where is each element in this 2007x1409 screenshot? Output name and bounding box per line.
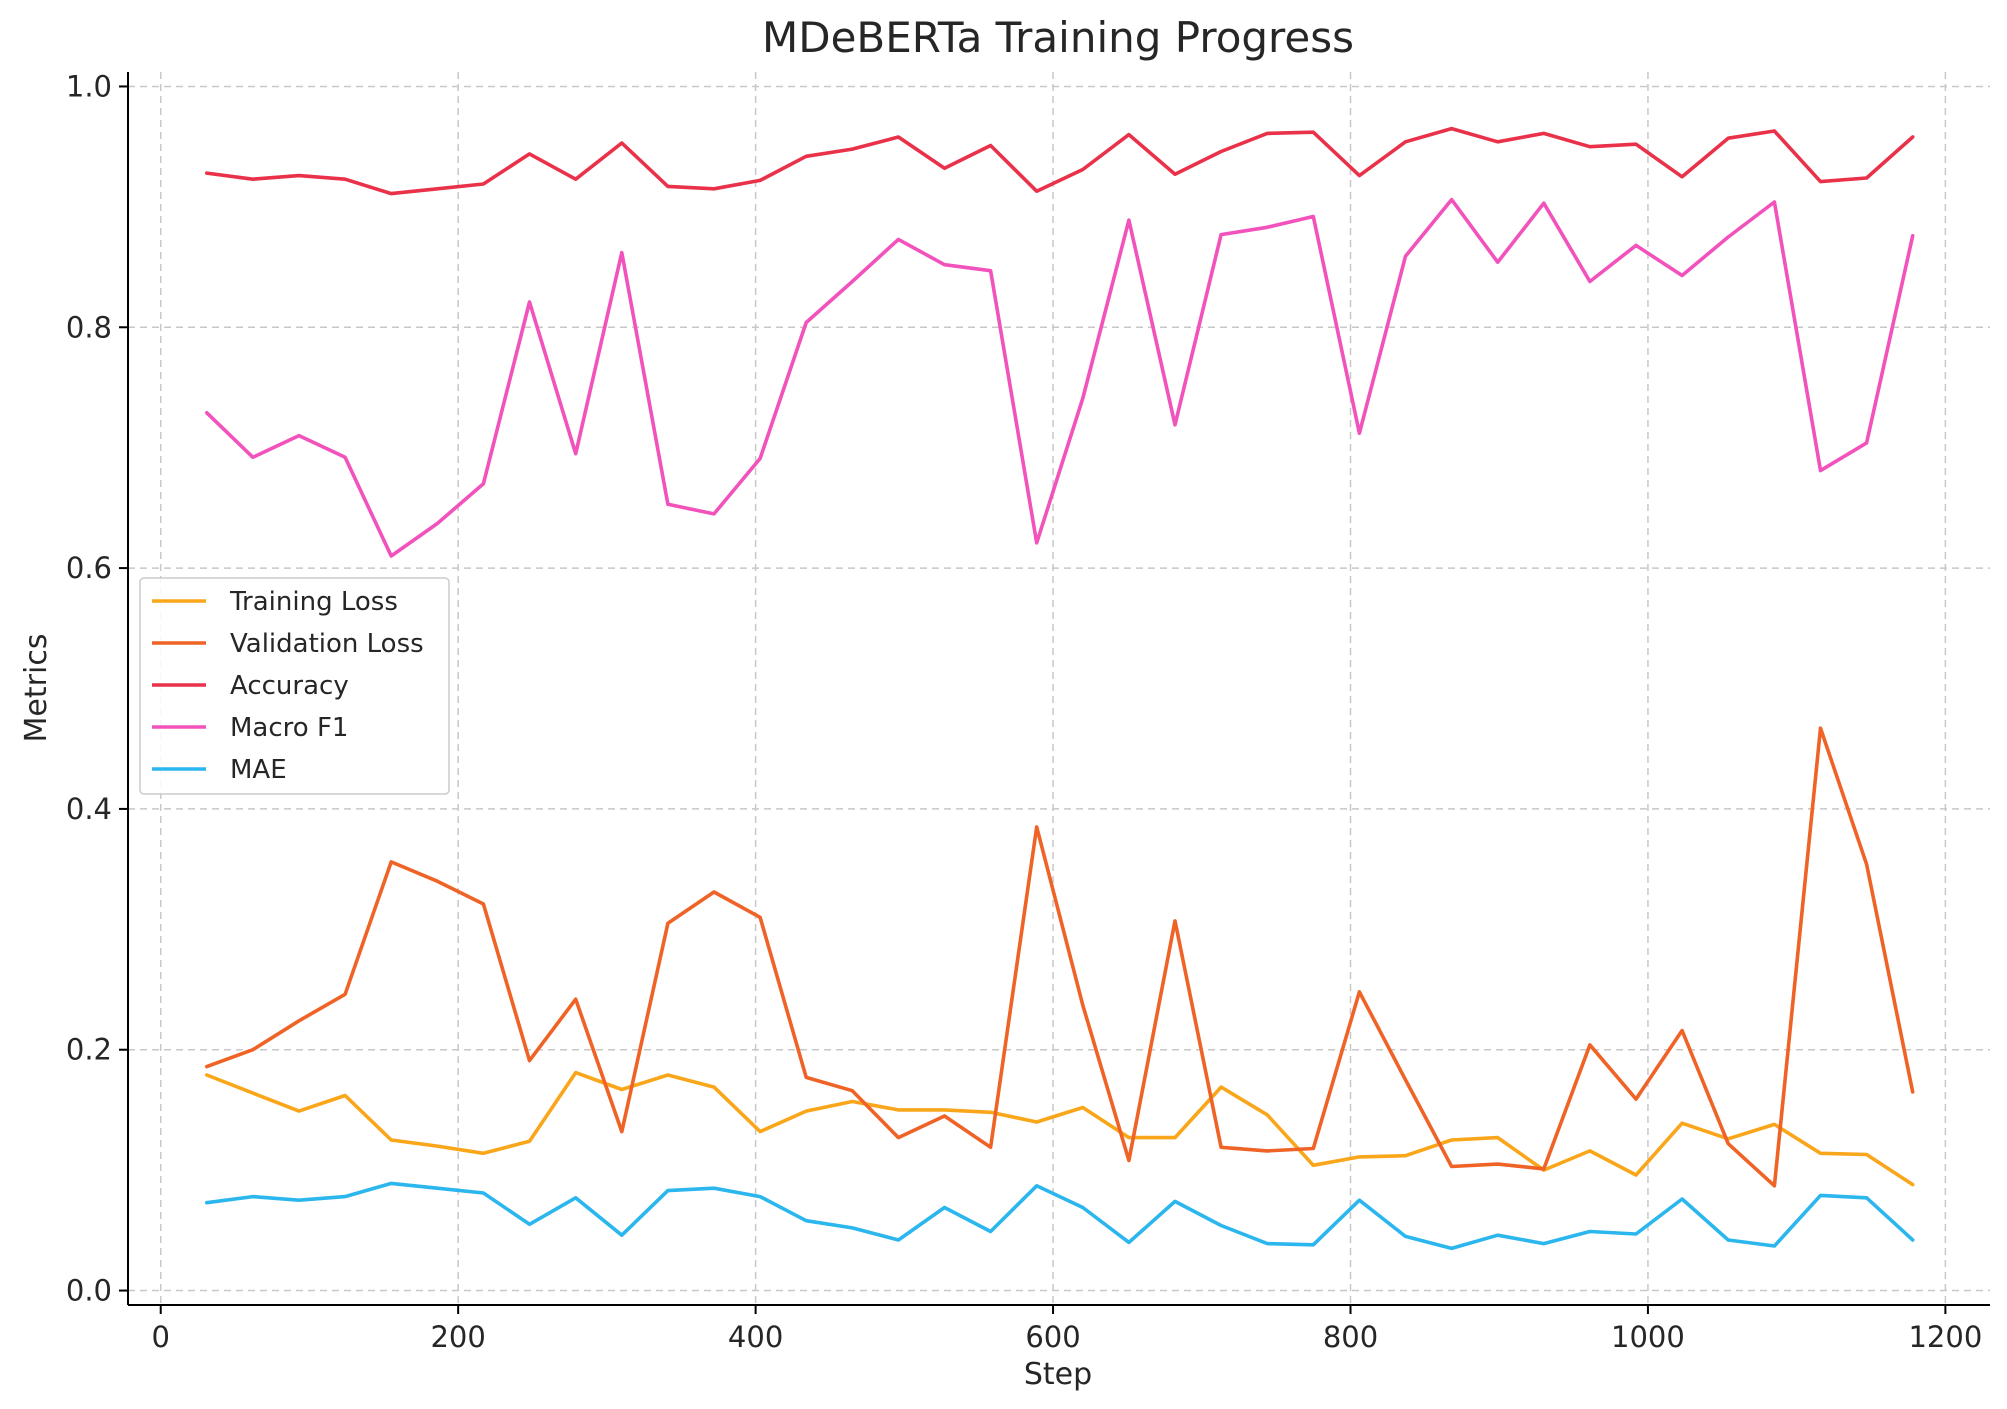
legend-label-macro-f1: Macro F1 [230,713,348,743]
x-tick-label: 600 [1025,1320,1080,1354]
legend-label-training-loss: Training Loss [229,587,398,617]
x-tick-label: 200 [430,1320,485,1354]
y-tick-label: 1.0 [66,69,112,103]
axis-ticks: 0 200 400 600 800 1000 1200 0.0 0.2 0.4 0.6 0.8 1.0 [66,69,1982,1354]
legend-label-accuracy: Accuracy [230,671,349,701]
x-tick-label: 800 [1323,1320,1378,1354]
x-tick-label: 400 [728,1320,783,1354]
legend: Training Loss Validation Loss Accuracy Macr… [139,577,450,795]
y-tick-label: 0.0 [66,1274,112,1308]
grid [128,72,1990,1305]
x-tick-label: 1000 [1611,1320,1685,1354]
y-tick-label: 0.8 [66,310,112,344]
series-line-accuracy [205,126,1915,196]
series-line-training-loss [205,1070,1915,1187]
series-lines [205,126,1915,1251]
x-axis-label: Step [1024,1357,1092,1392]
chart-title: MDeBERTa Training Progress [762,13,1354,62]
legend-box [139,577,450,795]
y-tick-label: 0.2 [66,1033,112,1067]
legend-label-validation-loss: Validation Loss [230,629,424,659]
series-line-validation-loss [205,726,1915,1188]
series-line-mae [205,1181,1915,1251]
y-axis-label: Metrics [19,634,54,743]
y-tick-label: 0.6 [66,551,112,585]
y-tick-label: 0.4 [66,792,112,826]
x-tick-label: 0 [151,1320,169,1354]
x-tick-label: 1200 [1908,1320,1982,1354]
series-line-macro-f1 [205,197,1915,558]
legend-label-mae: MAE [230,755,287,785]
